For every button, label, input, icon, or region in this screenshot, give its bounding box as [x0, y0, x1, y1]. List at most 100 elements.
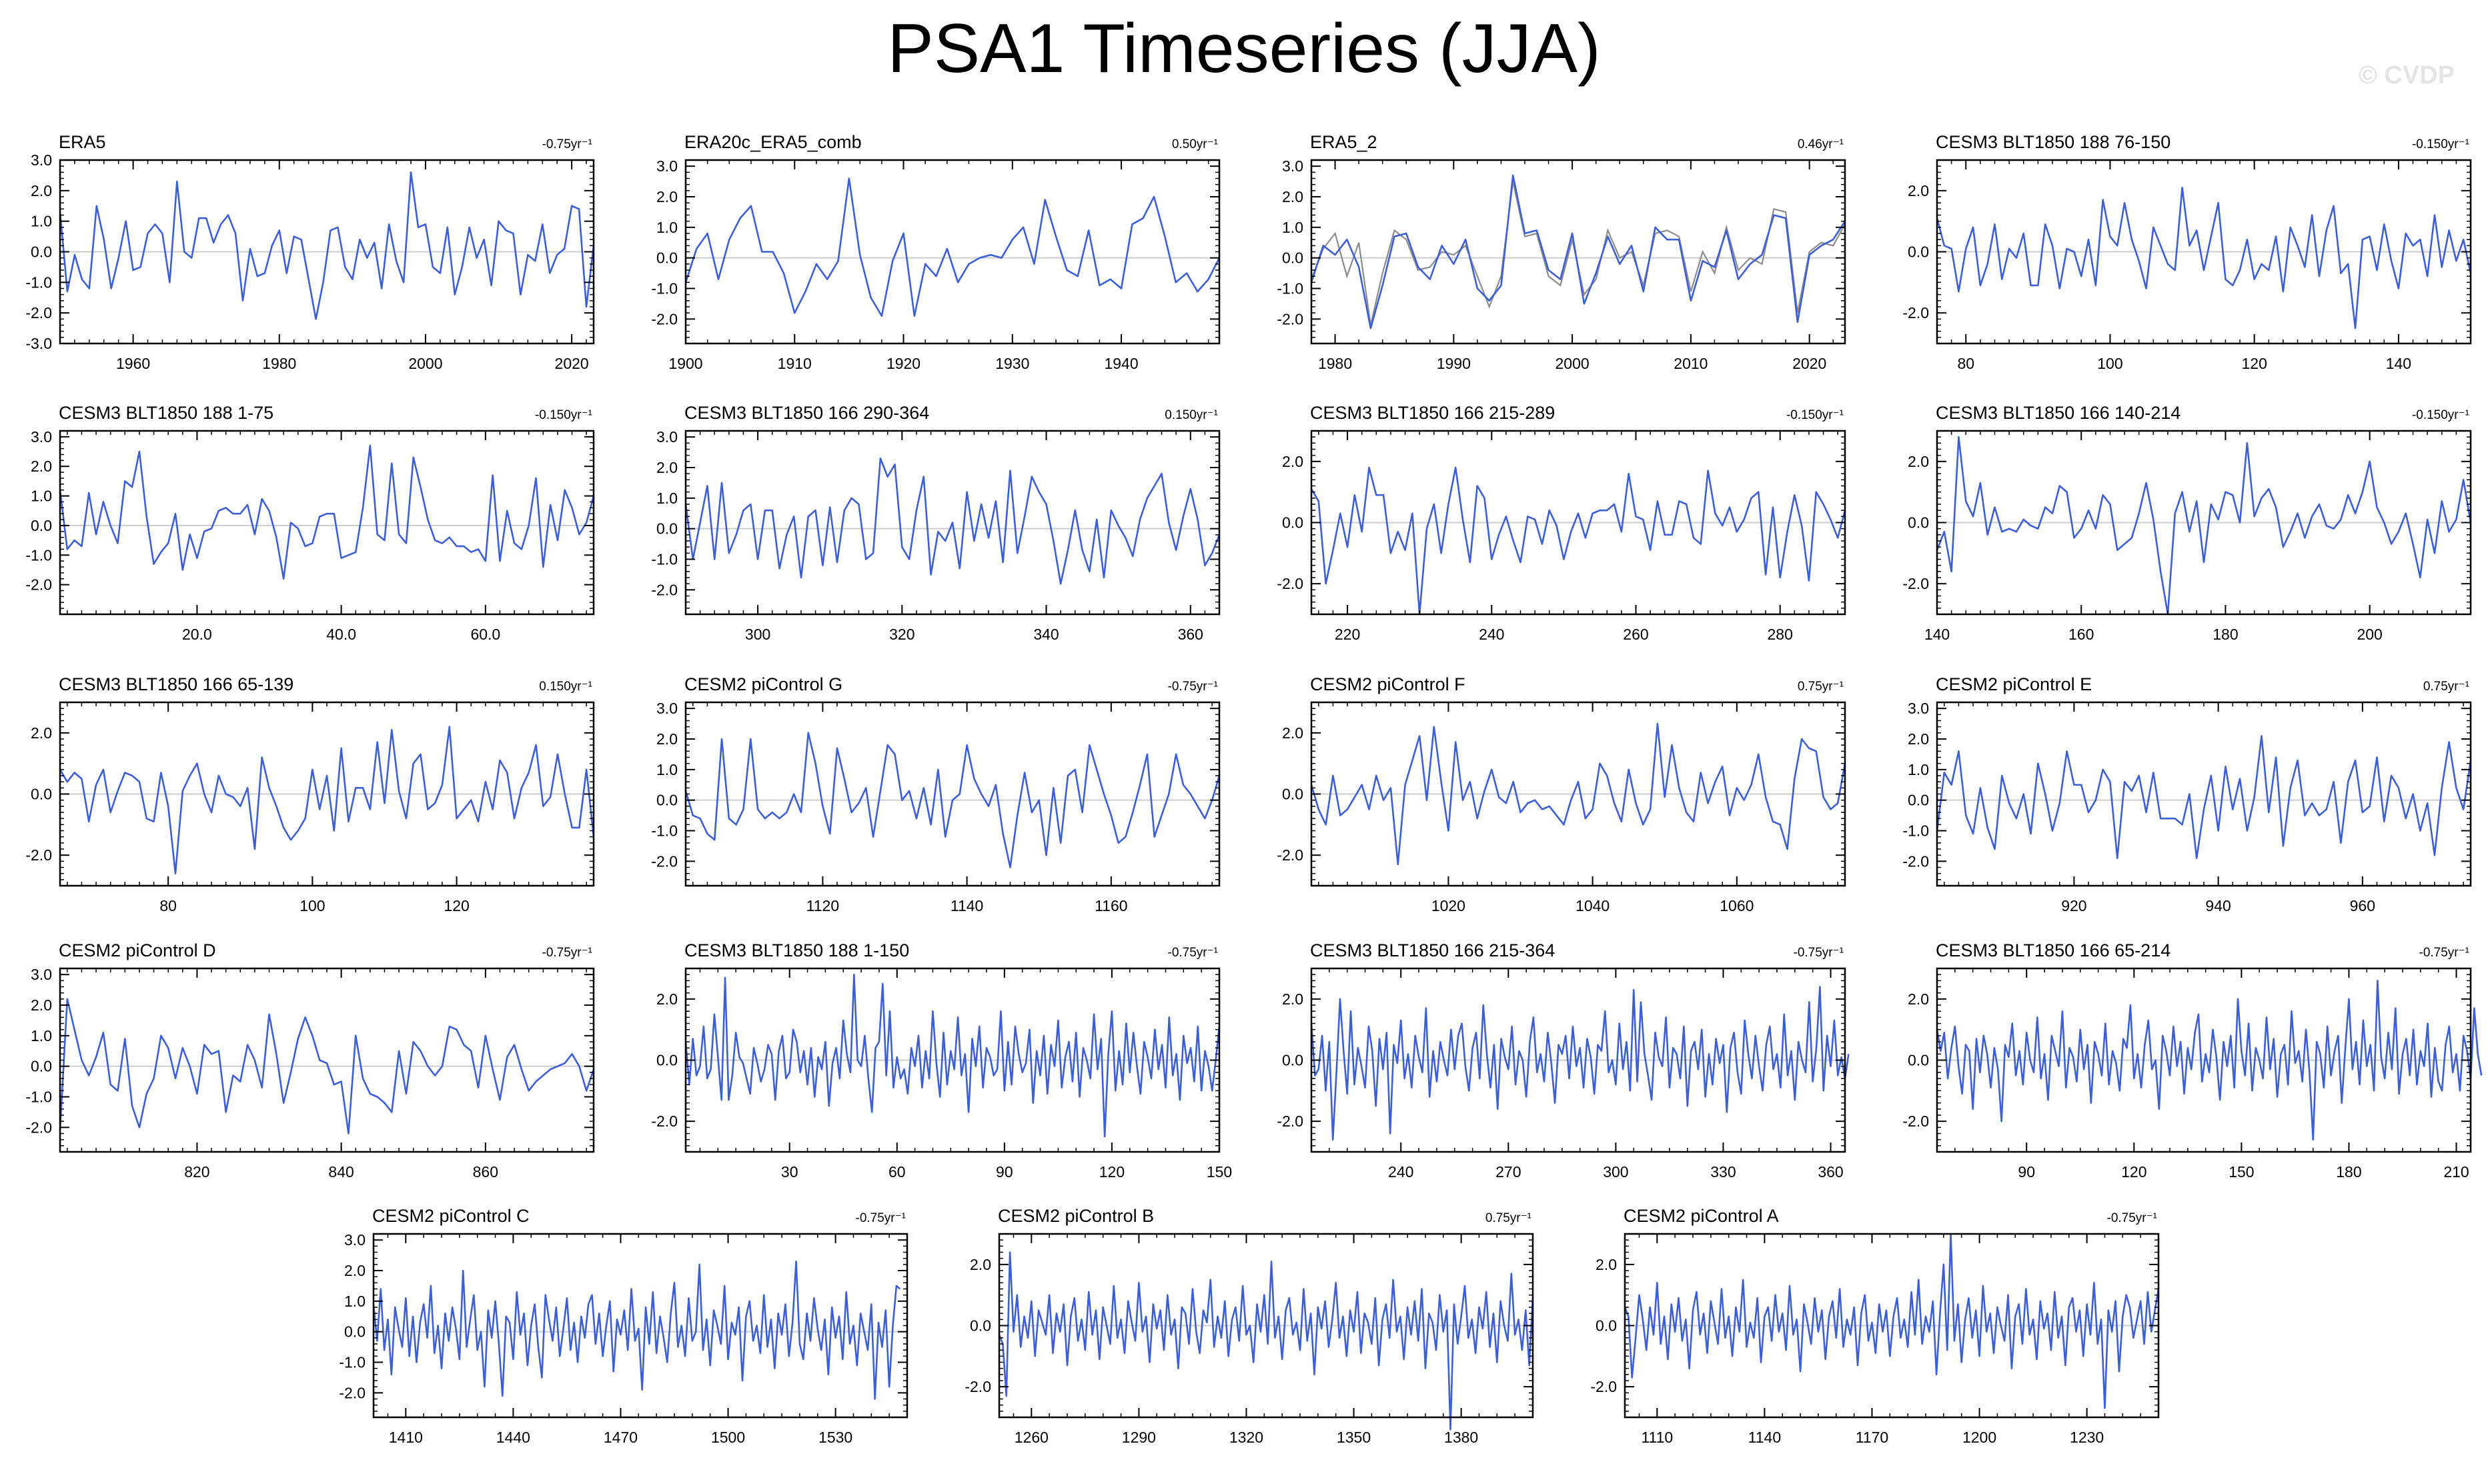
series-line: [684, 457, 1221, 585]
y-tick-label: 1.0: [656, 761, 678, 778]
y-tick-label: -2.0: [651, 581, 678, 598]
trend-label: 0.46yr⁻¹: [1798, 137, 1844, 151]
y-tick-label: 0.0: [1282, 514, 1303, 532]
series-line: [1310, 174, 1846, 329]
y-tick-label: 0.0: [1908, 1052, 1929, 1069]
trend-label: -0.150yr⁻¹: [535, 408, 592, 422]
y-tick-label: 0.0: [31, 1058, 52, 1075]
x-tick-label: 920: [2061, 897, 2086, 914]
x-tick-label: 1940: [1104, 355, 1138, 372]
y-tick-label: -1.0: [1277, 280, 1303, 297]
x-tick-label: 160: [2068, 626, 2094, 643]
y-tick-label: -2.0: [1277, 1112, 1303, 1130]
secondary-series-line: [1310, 181, 1846, 325]
x-tick-label: 860: [473, 1163, 498, 1181]
trend-label: 0.75yr⁻¹: [1798, 680, 1844, 694]
y-tick-label: -1.0: [339, 1354, 366, 1371]
x-tick-label: 2010: [1674, 355, 1708, 372]
panel-title: CESM3 BLT1850 166 65-214: [1936, 940, 2170, 960]
x-tick-label: 240: [1479, 626, 1504, 643]
x-tick-label: 1910: [778, 355, 812, 372]
trend-label: -0.150yr⁻¹: [2412, 408, 2469, 422]
y-tick-label: -2.0: [1902, 304, 1929, 321]
series-line: [684, 732, 1221, 868]
x-tick-label: 940: [2205, 897, 2231, 914]
x-tick-label: 210: [2443, 1163, 2469, 1181]
panel-7: 140 160 180 200 -2.0 0.0 2.0 CESM3 BLT1850 166 …: [1902, 403, 2472, 643]
y-tick-label: -2.0: [1277, 846, 1303, 864]
panel-0: 1960 1980 2000 2020 -3.0 -2.0 -1.0 0.0 1.0 2.0 3.0…: [25, 132, 595, 372]
series-line: [59, 726, 595, 874]
x-tick-label: 260: [1623, 626, 1648, 643]
y-tick-label: 0.0: [31, 786, 52, 803]
y-tick-label: 2.0: [1908, 730, 1929, 748]
x-tick-label: 820: [184, 1163, 209, 1181]
x-tick-label: 1930: [995, 355, 1029, 372]
x-tick-label: 120: [2241, 355, 2267, 372]
x-tick-label: 1990: [1437, 355, 1471, 372]
y-tick-label: 1.0: [344, 1293, 366, 1310]
trend-label: -0.75yr⁻¹: [542, 946, 593, 960]
y-tick-label: 2.0: [656, 188, 678, 205]
panel-4: 20.0 40.0 60.0 -2.0 -1.0 0.0 1.0 2.0 3.0 CESM3 BL…: [25, 403, 595, 643]
y-tick-label: 1.0: [31, 488, 52, 505]
y-tick-label: 2.0: [31, 182, 52, 199]
y-tick-label: -2.0: [651, 1112, 678, 1130]
x-tick-label: 1290: [1122, 1429, 1156, 1446]
x-tick-label: 120: [2121, 1163, 2146, 1181]
panel-title: CESM2 piControl B: [998, 1206, 1154, 1226]
y-tick-label: 2.0: [1282, 188, 1303, 205]
x-tick-label: 240: [1388, 1163, 1413, 1181]
y-tick-label: 2.0: [31, 996, 52, 1014]
x-tick-label: 1140: [1748, 1429, 1781, 1446]
y-tick-label: 3.0: [31, 428, 52, 446]
panel-title: CESM2 piControl C: [372, 1206, 530, 1226]
series-line: [372, 1260, 901, 1400]
panel-title: ERA20c_ERA5_comb: [684, 132, 862, 152]
y-tick-label: -2.0: [339, 1384, 366, 1401]
x-tick-label: 1470: [604, 1429, 638, 1446]
y-tick-label: 0.0: [656, 520, 678, 538]
panel-3: 80 100 120 140 -2.0 0.0 2.0 CESM3 BLT1850 188 7…: [1902, 132, 2472, 372]
x-tick-label: 300: [1603, 1163, 1628, 1181]
x-tick-label: 150: [1207, 1163, 1232, 1181]
panel-10: 1020 1040 1060 -2.0 0.0 2.0 CESM2 piControl F 0…: [1277, 674, 1846, 914]
series-line: [1310, 986, 1850, 1141]
series-line: [1936, 980, 2483, 1141]
y-tick-label: 2.0: [1908, 182, 1929, 199]
series-line: [1310, 466, 1846, 616]
x-tick-label: 2000: [1556, 355, 1590, 372]
x-tick-label: 280: [1768, 626, 1793, 643]
y-tick-label: -2.0: [1277, 310, 1303, 327]
y-tick-label: 2.0: [344, 1262, 366, 1279]
y-tick-label: 0.0: [1596, 1317, 1617, 1335]
y-tick-label: -2.0: [1902, 1112, 1929, 1130]
series-line: [684, 973, 1221, 1138]
x-tick-label: 1120: [806, 897, 839, 914]
y-tick-label: 3.0: [344, 1231, 366, 1249]
y-tick-label: 2.0: [31, 458, 52, 475]
trend-label: -0.75yr⁻¹: [1168, 946, 1219, 960]
y-tick-label: -2.0: [1277, 575, 1303, 592]
trend-label: -0.75yr⁻¹: [1794, 946, 1844, 960]
x-tick-label: 840: [328, 1163, 354, 1181]
y-tick-label: -1.0: [1902, 822, 1929, 840]
y-tick-label: 0.0: [1908, 792, 1929, 809]
y-tick-label: -2.0: [651, 310, 678, 327]
y-tick-label: 2.0: [656, 990, 678, 1008]
y-tick-label: 2.0: [1908, 453, 1929, 470]
panel-13: 30 60 90 120 150 -2.0 0.0 2.0 CESM3 BLT1850 188 …: [651, 940, 1232, 1181]
x-tick-label: 1040: [1576, 897, 1610, 914]
y-tick-label: -2.0: [1590, 1378, 1617, 1395]
x-tick-label: 60.0: [470, 626, 500, 643]
x-tick-label: 80: [1957, 355, 1974, 372]
x-tick-label: 180: [2336, 1163, 2361, 1181]
x-tick-label: 360: [1178, 626, 1203, 643]
panel-5: 300 320 340 360 -2.0 -1.0 0.0 1.0 2.0 3.0 CESM3 BL…: [651, 403, 1221, 643]
trend-label: -0.150yr⁻¹: [2412, 137, 2469, 151]
y-tick-label: 2.0: [1908, 990, 1929, 1008]
panel-title: CESM3 BLT1850 166 215-364: [1310, 940, 1555, 960]
x-tick-label: 300: [745, 626, 770, 643]
x-tick-label: 320: [889, 626, 914, 643]
y-tick-label: 2.0: [1282, 453, 1303, 470]
